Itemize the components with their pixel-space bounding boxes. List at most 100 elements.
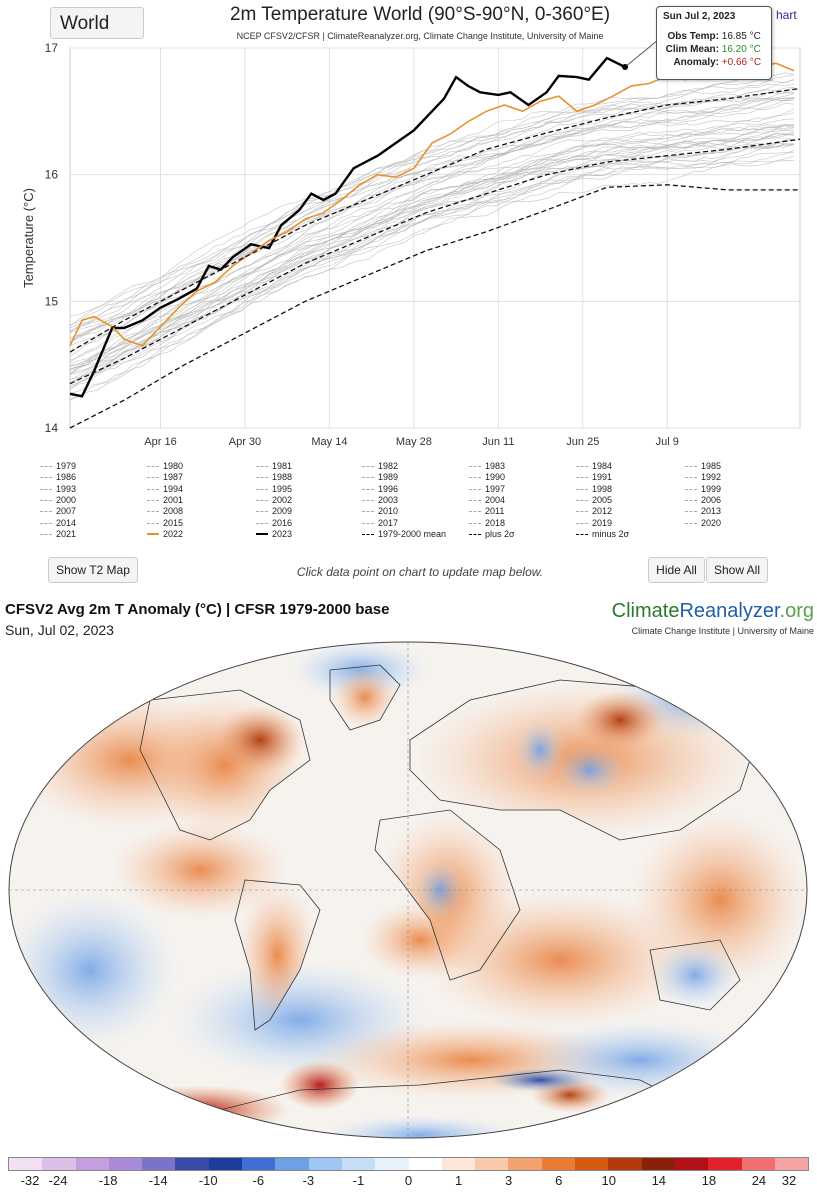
x-tick-label: Jun 25 — [566, 436, 599, 448]
year-line — [69, 79, 795, 329]
anomaly-colorbar — [8, 1157, 809, 1171]
y-axis-label: Temperature (°C) — [21, 188, 36, 288]
colorbar-swatch — [508, 1158, 542, 1170]
legend-item[interactable]: 1996 — [362, 484, 398, 494]
y-tick-label: 15 — [45, 294, 59, 308]
chart-tooltip: Sun Jul 2, 2023 Obs Temp: 16.85 °C Clim … — [656, 6, 772, 80]
colorbar-tick-label: -32 — [20, 1173, 40, 1188]
show-all-button[interactable]: Show All — [706, 557, 768, 583]
map-field — [9, 642, 807, 1138]
year-line — [69, 143, 795, 391]
legend-item[interactable]: 2023 — [256, 529, 292, 539]
colorbar-swatch — [142, 1158, 176, 1170]
colorbar-tick-label: 10 — [601, 1173, 616, 1188]
colorbar-tick-label: -10 — [198, 1173, 218, 1188]
legend-item[interactable]: 1987 — [147, 472, 183, 482]
legend-item[interactable]: 1994 — [147, 484, 183, 494]
legend-item[interactable]: 2011 — [469, 506, 504, 516]
legend-item[interactable]: 2017 — [362, 518, 398, 528]
year-line — [69, 86, 795, 333]
legend-item[interactable]: 1979 — [40, 461, 76, 471]
series-line-minus-2- — [69, 184, 800, 429]
legend-item[interactable]: 2013 — [685, 506, 721, 516]
series-line-plus-2- — [69, 87, 801, 353]
x-tick-label: Apr 16 — [144, 436, 176, 448]
legend-item[interactable]: 1999 — [685, 484, 721, 494]
legend-item[interactable]: 2010 — [362, 506, 398, 516]
legend-item[interactable]: 2016 — [256, 518, 292, 528]
legend-item[interactable]: 2022 — [147, 529, 183, 539]
legend-item[interactable]: 2015 — [147, 518, 183, 528]
colorbar-tick-label: -1 — [352, 1173, 365, 1188]
legend-item[interactable]: 1988 — [256, 472, 292, 482]
tooltip-pointer — [624, 39, 659, 68]
year-line — [69, 78, 795, 326]
year-line — [69, 139, 795, 384]
legend-item[interactable]: 1991 — [576, 472, 612, 482]
colorbar-swatch — [242, 1158, 276, 1170]
legend-item[interactable]: 1980 — [147, 461, 183, 471]
legend-item[interactable]: 2008 — [147, 506, 183, 516]
legend-item[interactable]: 2014 — [40, 518, 76, 528]
legend-item[interactable]: 1982 — [362, 461, 398, 471]
legend-item[interactable]: 2004 — [469, 495, 505, 505]
click-hint: Click data point on chart to update map … — [296, 565, 544, 579]
colorbar-swatch — [408, 1158, 442, 1170]
legend-item[interactable]: 2021 — [40, 529, 76, 539]
year-line — [69, 118, 795, 365]
show-t2-map-button[interactable]: Show T2 Map — [48, 557, 138, 583]
legend-item[interactable]: 2019 — [576, 518, 612, 528]
colorbar-tick-label: 1 — [454, 1173, 463, 1188]
legend-item[interactable]: 1979-2000 mean — [362, 529, 446, 539]
legend-item[interactable]: 2000 — [40, 495, 76, 505]
legend-item[interactable]: 1995 — [256, 484, 292, 494]
y-tick-label: 17 — [45, 41, 59, 55]
colorbar-swatch — [541, 1158, 576, 1170]
legend-item[interactable]: 1990 — [469, 472, 505, 482]
tooltip-obs-value: 16.85 °C — [721, 31, 761, 42]
legend-item[interactable]: 1997 — [469, 484, 505, 494]
legend-item[interactable]: 2020 — [685, 518, 721, 528]
year-line — [69, 74, 795, 327]
chart-menu-link[interactable]: hart — [776, 8, 797, 22]
colorbar-swatch — [674, 1158, 709, 1170]
colorbar-tick-label: -14 — [148, 1173, 168, 1188]
legend-item[interactable]: 2012 — [576, 506, 612, 516]
colorbar-swatch — [275, 1158, 309, 1170]
legend-item[interactable]: minus 2σ — [576, 529, 629, 539]
colorbar-swatch — [441, 1158, 476, 1170]
hide-all-button[interactable]: Hide All — [648, 557, 705, 583]
year-line — [69, 129, 795, 370]
climate-reanalyzer-logo: ClimateReanalyzer.org — [611, 600, 814, 622]
legend-item[interactable]: 1985 — [685, 461, 721, 471]
tooltip-clim-value: 16.20 °C — [721, 44, 761, 55]
tooltip-obs-label: Obs Temp: — [667, 31, 719, 42]
legend-item[interactable]: 1981 — [256, 461, 292, 471]
legend-item[interactable]: 2005 — [576, 495, 612, 505]
legend-item[interactable]: 1983 — [469, 461, 505, 471]
colorbar-swatch — [208, 1158, 243, 1170]
legend-item[interactable]: 2007 — [40, 506, 76, 516]
legend-item[interactable]: 1984 — [576, 461, 612, 471]
legend-item[interactable]: 1989 — [362, 472, 398, 482]
legend-item[interactable]: 1986 — [40, 472, 76, 482]
colorbar-swatch — [708, 1158, 742, 1170]
colorbar-swatch — [641, 1158, 675, 1170]
region-select[interactable]: World — [50, 7, 144, 39]
colorbar-tick-label: 3 — [505, 1173, 513, 1188]
legend-item[interactable]: 2006 — [685, 495, 721, 505]
legend-item[interactable]: 1992 — [685, 472, 721, 482]
legend-item[interactable]: plus 2σ — [469, 529, 515, 539]
legend-item[interactable]: 1993 — [40, 484, 76, 494]
legend-item[interactable]: 2003 — [362, 495, 398, 505]
year-line — [69, 97, 795, 343]
colorbar-tick-label: -24 — [48, 1173, 68, 1188]
colorbar-swatch — [741, 1158, 775, 1170]
year-line — [69, 143, 795, 386]
legend-item[interactable]: 1998 — [576, 484, 612, 494]
legend-item[interactable]: 2002 — [256, 495, 292, 505]
tooltip-anom-label: Anomaly: — [673, 57, 719, 68]
legend-item[interactable]: 2001 — [147, 495, 183, 505]
legend-item[interactable]: 2009 — [256, 506, 292, 516]
legend-item[interactable]: 2018 — [469, 518, 505, 528]
